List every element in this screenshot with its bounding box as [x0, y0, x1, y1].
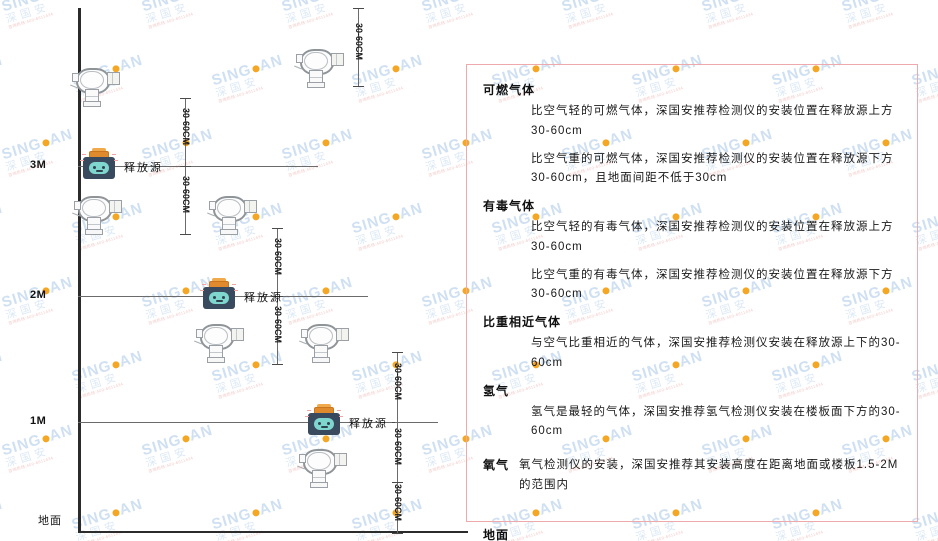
section-title-hydrogen: 氢气	[483, 383, 510, 398]
section-title-oxygen: 氧气	[483, 458, 510, 473]
dimension-tick-start	[272, 228, 283, 229]
dimension-tick-end	[272, 364, 283, 365]
section-title-ground: 地面	[483, 527, 510, 541]
dimension-line	[397, 352, 398, 422]
detector-top-left	[66, 62, 122, 108]
release-source-2m	[200, 278, 238, 311]
dimension-line	[358, 8, 359, 86]
recommendation-panel: 可燃气体比空气轻的可燃气体，深国安推荐检测仪的安装位置在释放源上方30-60cm…	[466, 64, 918, 541]
dimension-line	[397, 422, 398, 482]
dimension-tick-start	[180, 98, 191, 99]
release-source-label-2: 释放源	[244, 292, 283, 304]
dimension-line	[277, 228, 278, 296]
detector-top-right	[290, 43, 346, 89]
section-text-combustible-gas-2: 比空气重的可燃气体，深国安推荐检测仪的安装位置在释放源下方30-60cm，且地面…	[531, 152, 894, 185]
section-text-similar-density-gas-1: 与空气比重相近的气体，深国安推荐检测仪安装在释放源上下的30-60cm	[531, 337, 901, 369]
section-text-hydrogen-1: 氢气是最轻的气体，深国安推荐氢气检测仪安装在楼板面下方的30-60cm	[531, 405, 901, 438]
ground-axis	[78, 531, 468, 533]
dimension-label: 30-60CM	[181, 176, 191, 214]
section-title-similar-density-gas: 比重相近气体	[483, 315, 562, 330]
dimension-tick-start	[272, 296, 283, 297]
level-label-1m: 1M	[30, 415, 47, 427]
release-source-label-1: 释放源	[124, 162, 163, 174]
section-body-combustible-gas: 比空气轻的可燃气体，深国安推荐检测仪的安装位置在释放源上方30-60cm 比空气重…	[483, 102, 903, 189]
dimension-label: 30-60CM	[354, 23, 364, 61]
dimension-line	[185, 98, 186, 166]
panel-section-combustible-gas: 可燃气体比空气轻的可燃气体，深国安推荐检测仪的安装位置在释放源上方30-60cm…	[483, 81, 903, 189]
detector-low-left	[190, 318, 246, 364]
dimension-tick-start	[180, 166, 191, 167]
dimension-label: 30-60CM	[273, 306, 283, 344]
dimension-line	[185, 166, 186, 234]
release-source-label-3: 释放源	[349, 418, 388, 430]
section-body-hydrogen: 氢气是最轻的气体，深国安推荐氢气检测仪安装在楼板面下方的30-60cm	[483, 403, 903, 443]
panel-section-hydrogen: 氢气氢气是最轻的气体，深国安推荐氢气检测仪安装在楼板面下方的30-60cm	[483, 382, 903, 443]
section-title-toxic-gas: 有毒气体	[483, 199, 536, 214]
section-body-similar-density-gas: 与空气比重相近的气体，深国安推荐检测仪安装在释放源上下的30-60cm	[483, 334, 903, 374]
dimension-tick-end	[180, 234, 191, 235]
dimension-tick-start	[392, 482, 403, 483]
lead-line-1m	[395, 422, 412, 423]
detector-low-right	[295, 318, 351, 364]
dimension-line	[277, 296, 278, 364]
section-text-oxygen: 氧气检测仪的安装，深国安推荐其安装高度在距离地面或楼板1.5-2M的范围内	[519, 459, 899, 491]
release-source-3m	[80, 148, 118, 181]
dimension-label: 30-60CM	[393, 428, 403, 466]
dimension-line	[397, 482, 398, 533]
panel-section-toxic-gas: 有毒气体比空气轻的有毒气体，深国安推荐检测仪的安装位置在释放源上方30-60cm…	[483, 197, 903, 305]
detector-bottom	[293, 443, 349, 489]
level-line-3m	[78, 166, 318, 167]
section-body-toxic-gas: 比空气轻的有毒气体，深国安推荐检测仪的安装位置在释放源上方30-60cm 比空气重…	[483, 218, 903, 305]
section-text-toxic-gas-1: 比空气轻的有毒气体，深国安推荐检测仪的安装位置在释放源上方30-60cm	[531, 221, 894, 253]
release-source-1m	[305, 404, 343, 437]
panel-section-ground: 地面检测仪地面间距，深国安推荐在30-60cm，且不得小于30cm，因为过低容易…	[483, 526, 903, 541]
dimension-label: 30-60CM	[393, 363, 403, 401]
dimension-label: 30-60CM	[393, 483, 403, 521]
level-label-3m: 3M	[30, 159, 47, 171]
dimension-tick-start	[392, 352, 403, 353]
detector-mid-left	[68, 190, 124, 236]
section-title-combustible-gas: 可燃气体	[483, 83, 536, 97]
dimension-tick-end	[392, 533, 403, 534]
installation-height-diagram: 3M 2M 1M 30-60CM 30-60CM 30-60CM 30-60CM 30-60…	[30, 8, 468, 534]
level-label-2m: 2M	[30, 289, 47, 301]
section-text-combustible-gas-1: 比空气轻的可燃气体，深国安推荐检测仪的安装位置在释放源上方30-60cm	[531, 105, 894, 137]
ground-label: 地面	[38, 515, 62, 527]
panel-section-oxygen: 氧气 氧气检测仪的安装，深国安推荐其安装高度在距离地面或楼板1.5-2M的范围内	[483, 450, 903, 504]
dimension-tick-end	[353, 86, 364, 87]
dimension-tick-start	[353, 8, 364, 9]
panel-section-similar-density-gas: 比重相近气体与空气比重相近的气体，深国安推荐检测仪安装在释放源上下的30-60c…	[483, 313, 903, 374]
level-line-1m	[78, 422, 438, 423]
panel-content: 可燃气体比空气轻的可燃气体，深国安推荐检测仪的安装位置在释放源上方30-60cm…	[467, 65, 917, 541]
dimension-label: 30-60CM	[181, 108, 191, 146]
lead-line-2m	[290, 296, 312, 297]
section-text-toxic-gas-2: 比空气重的有毒气体，深国安推荐检测仪的安装位置在释放源下方30-60cm	[531, 268, 894, 301]
dimension-label: 30-60CM	[273, 238, 283, 276]
vertical-axis	[78, 8, 81, 533]
detector-mid-right	[203, 190, 259, 236]
